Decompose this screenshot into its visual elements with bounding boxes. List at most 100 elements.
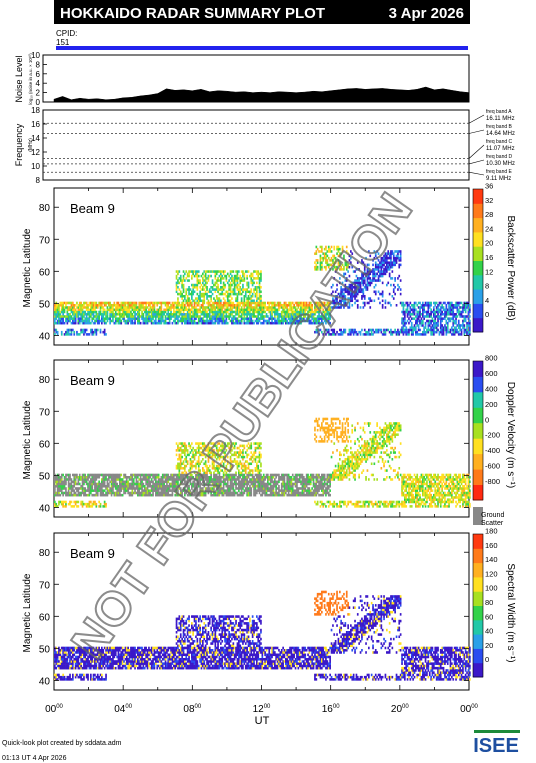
colorbar-swatch (473, 231, 483, 247)
scatter-cell (188, 270, 190, 273)
scatter-cell (218, 449, 221, 452)
scatter-cell (359, 290, 362, 294)
scatter-cell (232, 321, 235, 325)
scatter-cell (103, 301, 106, 305)
scatter-cell (339, 301, 341, 305)
scatter-cell (356, 288, 359, 291)
scatter-cell (105, 333, 107, 336)
scatter-cell (350, 286, 352, 289)
scatter-cell (112, 313, 114, 316)
scatter-cell (59, 313, 62, 316)
scatter-cell (171, 487, 174, 490)
scatter-cell (99, 485, 102, 488)
scatter-cell (339, 252, 341, 255)
scatter-cell (155, 310, 157, 314)
scatter-cell (240, 288, 243, 291)
scatter-cell (251, 321, 254, 325)
scatter-cell (361, 259, 363, 262)
scatter-cell (207, 460, 210, 463)
scatter-cell (336, 265, 338, 269)
scatter-cell (218, 476, 221, 479)
scatter-cell (399, 263, 402, 267)
scatter-cell (380, 261, 383, 264)
scatter-cell (289, 313, 291, 316)
scatter-cell (350, 288, 352, 291)
scatter-cell (196, 480, 199, 484)
scatter-cell (207, 277, 210, 280)
scatter-cell (339, 281, 341, 285)
scatter-cell (135, 306, 138, 309)
scatter-cell (101, 313, 103, 316)
scatter-cell (208, 469, 211, 472)
scatter-cell (386, 270, 388, 273)
scatter-cell (160, 313, 163, 316)
scatter-cell (415, 326, 417, 329)
scatter-cell (54, 308, 56, 312)
scatter-cell (247, 297, 250, 300)
scatter-cell (153, 487, 156, 490)
scatter-cell (334, 297, 337, 300)
scatter-cell (117, 306, 120, 309)
scatter-cell (73, 319, 76, 323)
scatter-cell (215, 467, 218, 470)
scatter-cell (134, 482, 136, 486)
scatter-cell (374, 290, 377, 294)
scatter-cell (370, 333, 373, 336)
scatter-cell (66, 473, 69, 477)
scatter-cell (174, 306, 177, 309)
colorbar-tick-label: 32 (485, 196, 493, 205)
scatter-cell (372, 259, 374, 262)
scatter-cell (467, 313, 470, 316)
scatter-cell (210, 310, 212, 314)
scatter-cell (257, 321, 260, 325)
scatter-cell (428, 319, 431, 323)
scatter-cell (171, 313, 174, 316)
scatter-cell (177, 319, 179, 323)
scatter-cell (229, 281, 232, 285)
scatter-cell (282, 321, 284, 325)
scatter-cell (67, 478, 70, 481)
scatter-cell (74, 321, 77, 325)
scatter-cell (204, 281, 207, 285)
scatter-cell (148, 491, 150, 495)
scatter-cell (109, 321, 111, 325)
scatter-cell (130, 315, 132, 318)
scatter-cell (155, 493, 157, 497)
scatter-cell (125, 485, 128, 488)
scatter-cell (128, 313, 131, 316)
scatter-cell (384, 333, 387, 336)
scatter-cell (178, 464, 181, 468)
scatter-cell (99, 487, 102, 490)
scatter-cell (222, 306, 225, 309)
scatter-cell (120, 487, 123, 490)
scatter-cell (439, 310, 442, 314)
scatter-cell (276, 308, 279, 312)
scatter-cell (174, 489, 177, 492)
scatter-cell (231, 290, 233, 294)
scatter-cell (85, 317, 88, 320)
scatter-cell (254, 306, 257, 309)
scatter-cell (173, 301, 175, 305)
scatter-cell (196, 482, 199, 486)
scatter-cell (242, 279, 244, 282)
scatter-cell (280, 310, 283, 314)
scatter-cell (102, 330, 105, 334)
scatter-cell (274, 310, 276, 314)
scatter-cell (156, 304, 159, 307)
scatter-cell (200, 487, 203, 490)
scatter-cell (352, 333, 355, 336)
scatter-cell (409, 308, 412, 312)
scatter-cell (200, 292, 203, 296)
scatter-cell (85, 476, 88, 479)
scatter-cell (343, 304, 345, 307)
scatter-cell (368, 281, 370, 285)
scatter-cell (253, 299, 255, 303)
scatter-cell (186, 460, 189, 463)
scatter-cell (243, 308, 246, 312)
scatter-cell (116, 319, 118, 323)
scatter-cell (249, 274, 251, 278)
scatter-cell (294, 310, 297, 314)
scatter-cell (210, 290, 212, 294)
scatter-cell (256, 317, 258, 320)
scatter-cell (142, 491, 145, 495)
